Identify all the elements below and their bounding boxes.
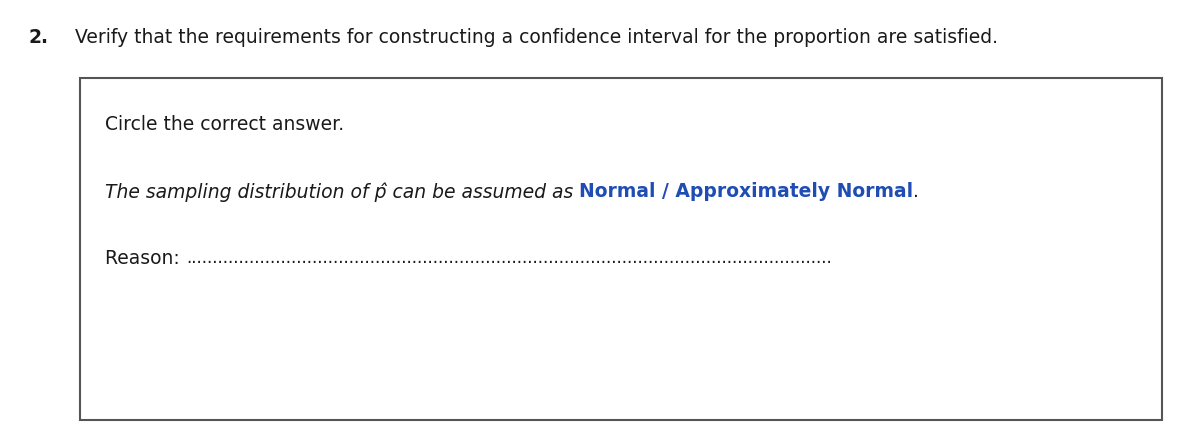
Text: .: .	[913, 182, 919, 201]
Text: ................................................................................: ........................................…	[186, 249, 832, 267]
Text: Normal / Approximately Normal: Normal / Approximately Normal	[580, 182, 913, 201]
Text: Reason:: Reason:	[106, 249, 186, 268]
Text: The sampling distribution of p̂ can be assumed as: The sampling distribution of p̂ can be a…	[106, 182, 580, 202]
Text: Circle the correct answer.: Circle the correct answer.	[106, 115, 344, 134]
Text: Verify that the requirements for constructing a confidence interval for the prop: Verify that the requirements for constru…	[74, 28, 998, 47]
Text: 2.: 2.	[28, 28, 48, 47]
